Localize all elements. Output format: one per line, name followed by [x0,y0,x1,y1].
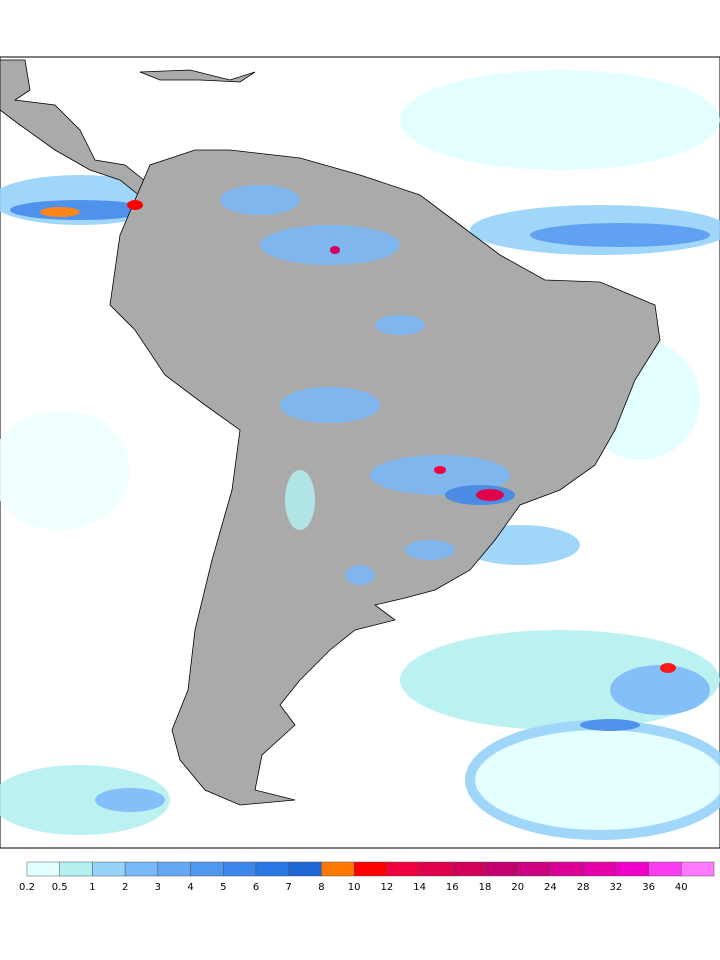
colorbar-segment [321,861,355,877]
colorbar: 0.2 0.5 1 2 3 4 5 6 7 8 10 12 14 16 18 20 24 28 32 36 40 [19,861,715,893]
colorbar-label: 12 [380,882,393,893]
colorbar-label: 32 [609,882,622,893]
caribbean-islands [139,69,256,83]
central-america [0,59,151,201]
colorbar-label: 6 [253,882,259,893]
colorbar-segment [223,861,257,877]
colorbar-label: 3 [155,882,161,893]
colorbar-label: 0.2 [19,882,35,893]
colorbar-segment [615,861,649,877]
colorbar-segment [92,861,126,877]
colorbar-segment [353,861,388,877]
colorbar-label: 4 [187,882,193,893]
colorbar-label: 18 [479,882,492,893]
colorbar-segment [59,861,93,877]
colorbar-segment [419,861,453,877]
colorbar-segment [157,861,191,877]
colorbar-label: 0.5 [52,882,68,893]
colorbar-label: 1 [89,882,95,893]
colorbar-segment [648,861,682,877]
colorbar-segment [26,861,60,877]
colorbar-segment [190,861,224,877]
colorbar-label: 24 [544,882,557,893]
colorbar-segment [582,861,617,877]
colorbar-label: 2 [122,882,128,893]
colorbar-segment [452,861,486,877]
colorbar-segment [550,861,584,877]
precipitation-heavy [127,200,504,501]
colorbar-label: 20 [511,882,524,893]
colorbar-segment [484,861,518,877]
colorbar-label: 5 [220,882,226,893]
colorbar-segment [517,861,551,877]
colorbar-label: 16 [446,882,459,893]
colorbar-label: 14 [413,882,426,893]
colorbar-segment [681,861,715,877]
colorbar-segment [288,861,322,877]
colorbar-label: 40 [675,882,688,893]
colorbar-segment [255,861,289,877]
map [0,56,720,849]
precipitation-land [220,185,515,585]
colorbar-segment [386,861,420,877]
colorbar-label: 7 [286,882,292,893]
colorbar-label: 28 [577,882,590,893]
precipitation-ocean [0,70,720,840]
colorbar-label: 36 [642,882,655,893]
colorbar-segment [124,861,159,877]
colorbar-label: 10 [348,882,361,893]
colorbar-label: 8 [318,882,324,893]
